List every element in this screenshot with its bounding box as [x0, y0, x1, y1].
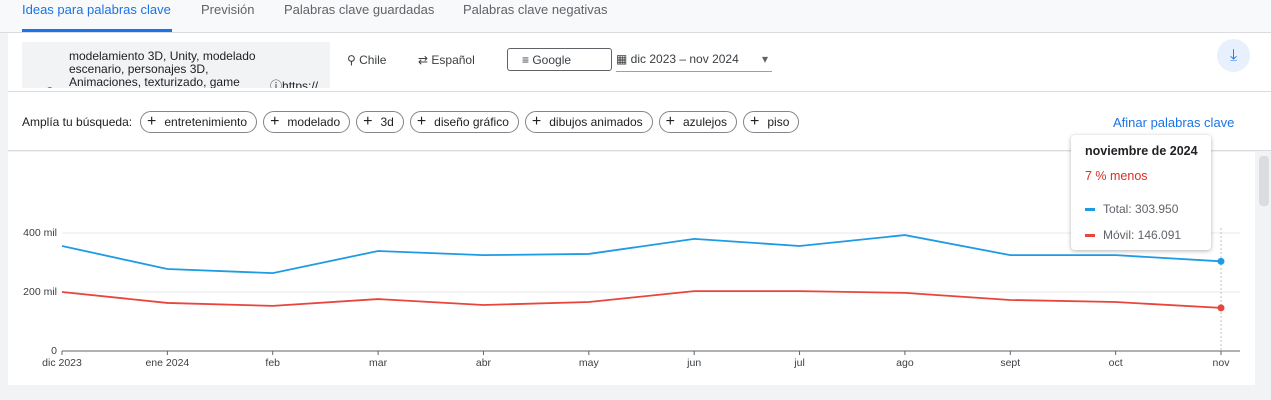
tab[interactable]: Palabras clave guardadas [284, 2, 435, 17]
tab[interactable]: Ideas para palabras clave [22, 2, 171, 17]
plus-icon: + [665, 113, 675, 130]
tooltip-entry: Total: 303.950 [1085, 202, 1178, 216]
series-line [61, 290, 1222, 309]
x-tick-label: jun [686, 357, 701, 369]
chip[interactable]: + diseño gráfico [409, 111, 519, 133]
chart-card [8, 152, 1255, 385]
chip[interactable]: + entretenimiento [140, 111, 258, 133]
url: ⓘhttps:// [270, 77, 318, 88]
language-text: Español [431, 53, 475, 67]
chips: + entretenimiento + modelado +3d + diseño gráf… [140, 111, 805, 133]
swatch [1085, 234, 1095, 238]
chip[interactable]: + modelado [263, 111, 351, 133]
point [1217, 304, 1225, 312]
y-tick-label: 200 mil [23, 286, 57, 298]
chip-text: azulejos [682, 115, 728, 129]
tab[interactable]: Previsión [201, 2, 255, 17]
tooltip-change: 7 % menos [1085, 169, 1148, 183]
plus-icon: + [147, 113, 157, 130]
tooltip-title: noviembre de 2024 [1085, 144, 1198, 158]
x-tick-label: feb [265, 357, 280, 369]
scrollbar [1257, 152, 1271, 385]
search-box[interactable]: ⚲ modelamiento 3D, Unity, modelado escen… [22, 42, 330, 88]
plus-icon: + [363, 113, 373, 130]
chip-text: 3d [380, 115, 394, 129]
chip[interactable]: + piso [743, 111, 800, 133]
url-text: https:// [282, 79, 319, 88]
network-text: Google [532, 53, 572, 67]
plus-icon: + [750, 113, 760, 130]
date-text: dic 2023 – nov 2024 [630, 52, 739, 66]
divider [8, 91, 1271, 92]
tab-bar [0, 0, 1271, 33]
tab-indicator [22, 29, 172, 32]
y-tick-label: 0 [51, 345, 57, 357]
keyword-line: escenario, personajes 3D, [69, 62, 209, 76]
plus-icon: + [531, 113, 542, 130]
filters-card [8, 33, 1271, 151]
broaden-label: Amplía tu búsqueda: [22, 115, 133, 129]
chip-text: entretenimiento [164, 115, 248, 129]
y-tick-label: 400 mil [23, 227, 57, 239]
x-tick-label: sept [1000, 357, 1020, 369]
keywords: modelamiento 3D, Unity, modelado escenar… [69, 49, 289, 89]
entry-text: Móvil: 146.091 [1103, 228, 1182, 242]
language[interactable]: ⇄ Español [418, 53, 475, 67]
tooltip: noviembre de 2024 7 % menos Total: 303.9… [1071, 135, 1211, 250]
chip[interactable]: + dibujos animados [524, 111, 653, 133]
x-tick-label: may [579, 357, 600, 369]
plus-icon: + [416, 113, 427, 130]
chip-text: diseño gráfico [434, 115, 509, 129]
tab[interactable]: Palabras clave negativas [463, 2, 608, 17]
location-text: Chile [359, 53, 387, 67]
x-tick-label: ago [896, 357, 914, 369]
x-tick-label: ene 2024 [145, 357, 189, 369]
x-tick-label: dic 2023 [42, 357, 82, 369]
network[interactable]: ≡ Google [507, 48, 612, 71]
x-tick-label: jul [793, 357, 805, 369]
keyword-line: modelamiento 3D, Unity, modelado [69, 49, 256, 63]
chip-text: piso [767, 115, 790, 129]
chip-text: modelado [287, 115, 341, 129]
download-button[interactable]: ⤓ [1217, 39, 1250, 72]
chip-text: dibujos animados [549, 115, 643, 129]
date-range[interactable]: ▦ dic 2023 – nov 2024 ▾ [616, 48, 772, 72]
series-line [61, 234, 1222, 275]
x-tick-label: nov [1213, 357, 1231, 369]
plus-icon: + [270, 113, 280, 130]
point [1217, 257, 1225, 265]
chip[interactable]: + azulejos [658, 111, 738, 133]
x-tick-label: mar [369, 357, 388, 369]
x-tick-label: abr [476, 357, 492, 369]
dropdown-arrow: ▾ [761, 52, 768, 66]
x-tick-label: oct [1109, 357, 1123, 369]
search-icon: ⚲ [44, 84, 56, 88]
tooltip-entry: Móvil: 146.091 [1085, 228, 1181, 242]
chip[interactable]: +3d [356, 111, 404, 133]
keyword-line: Animaciones, texturizado, game [69, 75, 240, 89]
entry-text: Total: 303.950 [1103, 202, 1179, 216]
location[interactable]: ⚲ Chile [347, 53, 387, 67]
swatch [1085, 208, 1095, 212]
refine-link[interactable]: Afinar palabras clave [1113, 115, 1235, 130]
